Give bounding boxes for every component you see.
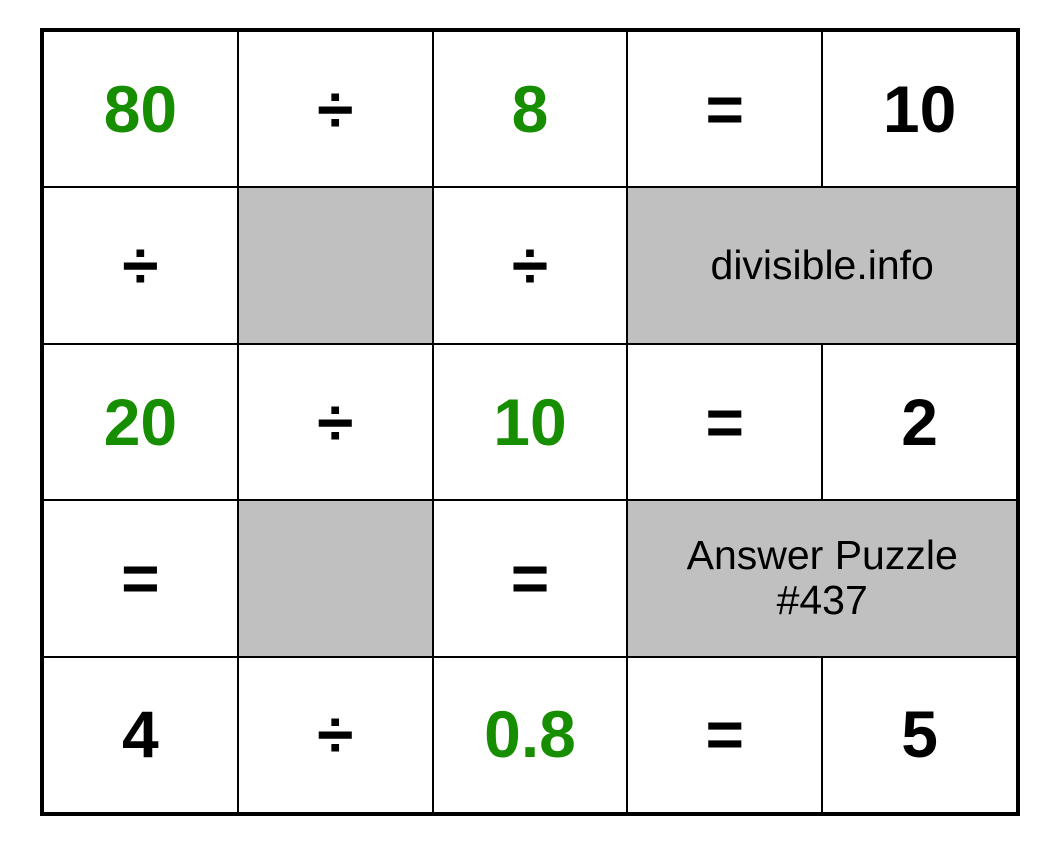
value-r3c5: 2 (901, 386, 938, 459)
cell-r5c4: = (627, 657, 822, 813)
op-r2c3: ÷ (512, 229, 548, 302)
cell-r3c2: ÷ (238, 344, 433, 500)
cell-r1c2: ÷ (238, 31, 433, 187)
value-r1c3: 8 (512, 73, 549, 146)
cell-r1c3: 8 (433, 31, 628, 187)
cell-r4c45-info: Answer Puzzle #437 (627, 500, 1017, 656)
cell-r4c2-blank (238, 500, 433, 656)
cell-r4c3: = (433, 500, 628, 656)
op-r4c1: = (121, 542, 160, 615)
op-r3c2: ÷ (317, 386, 353, 459)
cell-r3c1: 20 (43, 344, 238, 500)
cell-r1c4: = (627, 31, 822, 187)
puzzle-grid: 80 ÷ 8 = 10 ÷ ÷ divisible.info 20 ÷ 10 =… (40, 28, 1020, 816)
value-r5c1: 4 (122, 698, 159, 771)
cell-r4c1: = (43, 500, 238, 656)
value-r3c1: 20 (104, 386, 177, 459)
value-r5c3: 0.8 (484, 698, 576, 771)
cell-r2c3: ÷ (433, 187, 628, 343)
puzzle-id-label: Answer Puzzle #437 (687, 533, 958, 623)
value-r1c1: 80 (104, 73, 177, 146)
site-label: divisible.info (711, 243, 934, 288)
cell-r2c2-blank (238, 187, 433, 343)
value-r3c3: 10 (493, 386, 566, 459)
cell-r2c1: ÷ (43, 187, 238, 343)
cell-r5c2: ÷ (238, 657, 433, 813)
cell-r5c5: 5 (822, 657, 1017, 813)
op-r5c4: = (706, 698, 745, 771)
cell-r3c4: = (627, 344, 822, 500)
op-r4c3: = (511, 542, 550, 615)
cell-r5c3: 0.8 (433, 657, 628, 813)
value-r1c5: 10 (883, 73, 956, 146)
cell-r1c5: 10 (822, 31, 1017, 187)
cell-r1c1: 80 (43, 31, 238, 187)
op-r2c1: ÷ (122, 229, 158, 302)
value-r5c5: 5 (901, 698, 938, 771)
cell-r3c5: 2 (822, 344, 1017, 500)
cell-r2c45-info: divisible.info (627, 187, 1017, 343)
cell-r5c1: 4 (43, 657, 238, 813)
op-r5c2: ÷ (317, 698, 353, 771)
op-r1c4: = (706, 73, 745, 146)
op-r1c2: ÷ (317, 73, 353, 146)
op-r3c4: = (706, 386, 745, 459)
cell-r3c3: 10 (433, 344, 628, 500)
